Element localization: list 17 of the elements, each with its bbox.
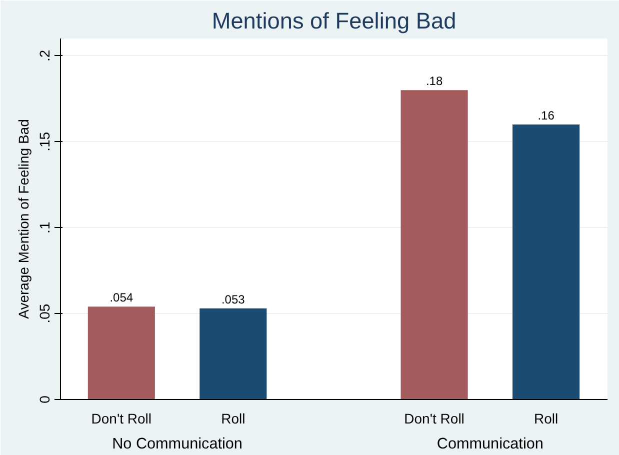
text: No Communication: [112, 436, 242, 452]
data-label: .16: [538, 108, 555, 122]
y-tick-label: .1: [36, 222, 52, 234]
y-tick-label: .2: [36, 50, 52, 62]
data-label: .054: [110, 290, 134, 305]
y-tick-label: .15: [36, 132, 52, 152]
data-label: .053: [221, 292, 246, 306]
y-tick-label: 0: [36, 395, 52, 404]
text: Communication: [436, 436, 544, 452]
data-label: .18: [426, 74, 443, 88]
x-tick-label: Roll: [221, 410, 246, 426]
x-tick-label: Roll: [534, 410, 558, 426]
y-tick-label: .05: [36, 304, 52, 324]
x-tick-label: Don't Roll: [404, 410, 464, 426]
y-axis-title: Average Mention of Feeling Bad: [16, 119, 32, 319]
chart-title: Mentions of Feeling Bad: [212, 8, 456, 34]
x-tick-label: Don't Roll: [91, 410, 152, 426]
